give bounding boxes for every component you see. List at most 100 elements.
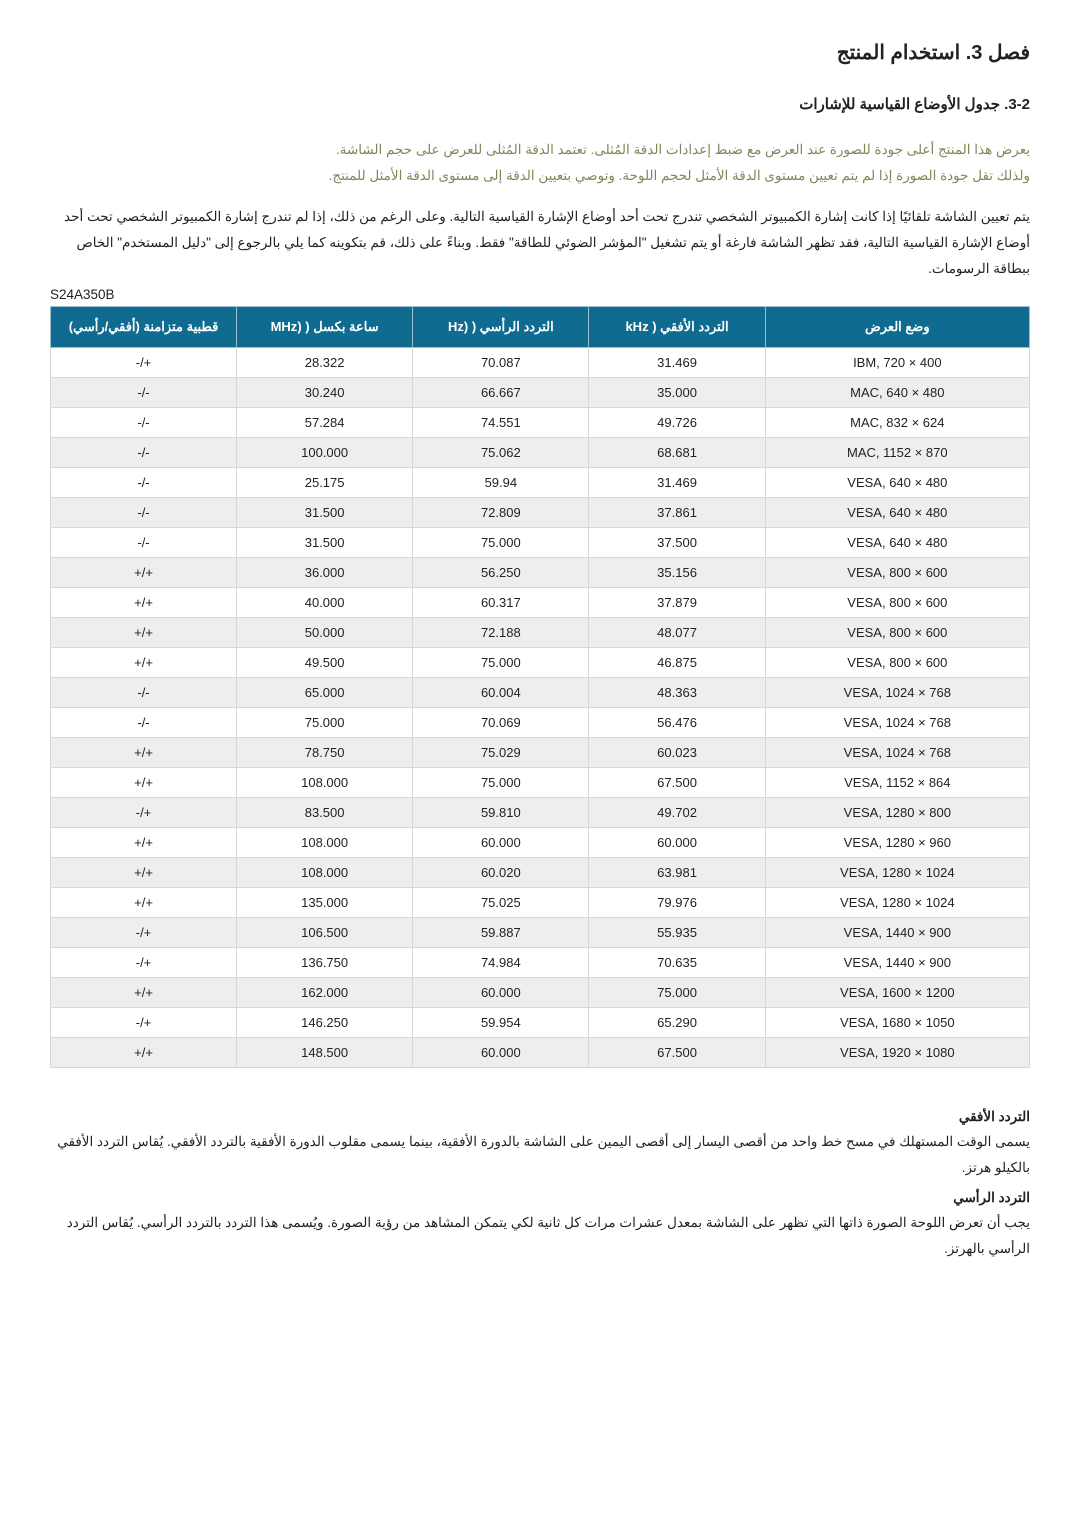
cell-c: 40.000	[237, 587, 413, 617]
cell-p: -/-	[51, 677, 237, 707]
cell-h: 67.500	[589, 767, 765, 797]
cell-h: 37.879	[589, 587, 765, 617]
table-row: VESA, 1440 × 90055.93559.887106.500-/+	[51, 917, 1030, 947]
cell-h: 48.363	[589, 677, 765, 707]
cell-p: +/+	[51, 1037, 237, 1067]
cell-c: 31.500	[237, 497, 413, 527]
vfreq-body: يجب أن تعرض اللوحة الصورة ذاتها التي تظه…	[50, 1210, 1030, 1261]
cell-p: -/+	[51, 797, 237, 827]
table-row: VESA, 640 × 48031.46959.9425.175-/-	[51, 467, 1030, 497]
cell-mode: VESA, 1024 × 768	[765, 677, 1029, 707]
cell-mode: MAC, 1152 × 870	[765, 437, 1029, 467]
table-row: MAC, 832 × 62449.72674.55157.284-/-	[51, 407, 1030, 437]
cell-c: 28.322	[237, 347, 413, 377]
cell-c: 83.500	[237, 797, 413, 827]
cell-c: 25.175	[237, 467, 413, 497]
cell-mode: VESA, 800 × 600	[765, 557, 1029, 587]
cell-h: 35.156	[589, 557, 765, 587]
cell-h: 46.875	[589, 647, 765, 677]
cell-mode: VESA, 1280 × 1024	[765, 857, 1029, 887]
cell-v: 70.087	[413, 347, 589, 377]
cell-v: 59.810	[413, 797, 589, 827]
cell-v: 60.000	[413, 827, 589, 857]
cell-h: 35.000	[589, 377, 765, 407]
cell-v: 75.062	[413, 437, 589, 467]
cell-h: 55.935	[589, 917, 765, 947]
cell-c: 57.284	[237, 407, 413, 437]
cell-p: +/+	[51, 827, 237, 857]
cell-c: 148.500	[237, 1037, 413, 1067]
cell-c: 108.000	[237, 767, 413, 797]
table-row: VESA, 800 × 60037.87960.31740.000+/+	[51, 587, 1030, 617]
intro-note: يعرض هذا المنتج أعلى جودة للصورة عند الع…	[50, 137, 1030, 188]
cell-v: 72.809	[413, 497, 589, 527]
cell-p: -/-	[51, 407, 237, 437]
cell-h: 37.500	[589, 527, 765, 557]
intro-line-1: يعرض هذا المنتج أعلى جودة للصورة عند الع…	[336, 142, 1030, 157]
table-row: VESA, 1280 × 102479.97675.025135.000+/+	[51, 887, 1030, 917]
cell-mode: VESA, 1440 × 900	[765, 917, 1029, 947]
table-body: IBM, 720 × 40031.46970.08728.322-/+MAC, …	[51, 347, 1030, 1067]
cell-mode: IBM, 720 × 400	[765, 347, 1029, 377]
table-row: MAC, 1152 × 87068.68175.062100.000-/-	[51, 437, 1030, 467]
cell-h: 65.290	[589, 1007, 765, 1037]
cell-p: -/-	[51, 377, 237, 407]
cell-c: 135.000	[237, 887, 413, 917]
table-row: VESA, 1024 × 76848.36360.00465.000-/-	[51, 677, 1030, 707]
cell-c: 108.000	[237, 857, 413, 887]
col-vfreq: التردد الرأسي ( (Hz	[413, 307, 589, 348]
cell-p: -/+	[51, 917, 237, 947]
cell-h: 63.981	[589, 857, 765, 887]
table-row: VESA, 1600 × 120075.00060.000162.000+/+	[51, 977, 1030, 1007]
hfreq-body: يسمى الوقت المستهلك في مسح خط واحد من أق…	[50, 1129, 1030, 1180]
cell-v: 60.000	[413, 977, 589, 1007]
cell-p: +/+	[51, 737, 237, 767]
cell-v: 75.000	[413, 647, 589, 677]
cell-p: +/+	[51, 587, 237, 617]
cell-mode: VESA, 1280 × 800	[765, 797, 1029, 827]
cell-h: 60.023	[589, 737, 765, 767]
cell-c: 108.000	[237, 827, 413, 857]
cell-h: 75.000	[589, 977, 765, 1007]
cell-p: +/+	[51, 557, 237, 587]
cell-mode: VESA, 640 × 480	[765, 497, 1029, 527]
table-row: VESA, 1152 × 86467.50075.000108.000+/+	[51, 767, 1030, 797]
definitions: التردد الأفقي يسمى الوقت المستهلك في مسح…	[50, 1104, 1030, 1262]
col-mode: وضع العرض	[765, 307, 1029, 348]
cell-h: 68.681	[589, 437, 765, 467]
cell-p: -/-	[51, 437, 237, 467]
cell-p: -/-	[51, 707, 237, 737]
cell-p: +/+	[51, 887, 237, 917]
table-row: VESA, 1024 × 76856.47670.06975.000-/-	[51, 707, 1030, 737]
cell-c: 31.500	[237, 527, 413, 557]
cell-c: 106.500	[237, 917, 413, 947]
cell-mode: VESA, 1920 × 1080	[765, 1037, 1029, 1067]
cell-mode: VESA, 800 × 600	[765, 647, 1029, 677]
cell-p: -/+	[51, 947, 237, 977]
cell-c: 36.000	[237, 557, 413, 587]
table-row: VESA, 1280 × 80049.70259.81083.500-/+	[51, 797, 1030, 827]
table-row: MAC, 640 × 48035.00066.66730.240-/-	[51, 377, 1030, 407]
cell-v: 74.551	[413, 407, 589, 437]
cell-p: -/+	[51, 347, 237, 377]
col-clock: ساعة بكسل ( (MHz	[237, 307, 413, 348]
cell-mode: MAC, 832 × 624	[765, 407, 1029, 437]
cell-mode: VESA, 1280 × 960	[765, 827, 1029, 857]
col-polarity: قطبية متزامنة (أفقي/رأسي)	[51, 307, 237, 348]
cell-mode: VESA, 1024 × 768	[765, 737, 1029, 767]
cell-v: 75.000	[413, 527, 589, 557]
cell-h: 37.861	[589, 497, 765, 527]
cell-v: 60.000	[413, 1037, 589, 1067]
cell-c: 136.750	[237, 947, 413, 977]
cell-c: 146.250	[237, 1007, 413, 1037]
table-row: VESA, 1280 × 96060.00060.000108.000+/+	[51, 827, 1030, 857]
cell-mode: VESA, 1600 × 1200	[765, 977, 1029, 1007]
cell-v: 72.188	[413, 617, 589, 647]
cell-c: 30.240	[237, 377, 413, 407]
cell-p: -/-	[51, 527, 237, 557]
cell-h: 48.077	[589, 617, 765, 647]
table-row: VESA, 1920 × 108067.50060.000148.500+/+	[51, 1037, 1030, 1067]
cell-h: 31.469	[589, 347, 765, 377]
cell-c: 65.000	[237, 677, 413, 707]
cell-mode: VESA, 640 × 480	[765, 467, 1029, 497]
